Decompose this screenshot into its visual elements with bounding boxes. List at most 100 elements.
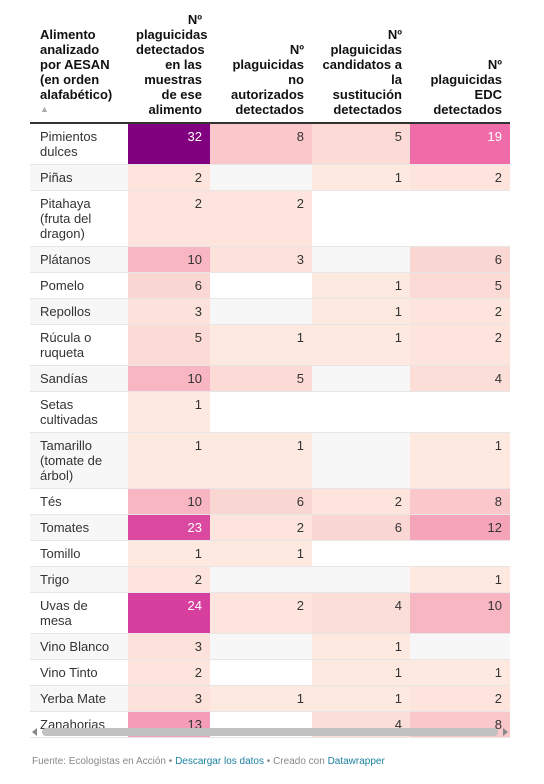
value-cell bbox=[312, 246, 410, 273]
column-header: Nº plaguicidas EDC detectados bbox=[410, 0, 510, 124]
table-row: Tés 10 6 2 8 bbox=[30, 488, 510, 515]
value-cell: 2 bbox=[312, 488, 410, 515]
value-cell: 2 bbox=[210, 514, 312, 541]
row-label: Pomelo bbox=[30, 272, 128, 299]
value-cell bbox=[312, 540, 410, 567]
value-cell bbox=[312, 566, 410, 593]
column-header: Nº plaguicidas no autorizados detectados bbox=[210, 0, 312, 124]
value-cell: 3 bbox=[210, 246, 312, 273]
value-cell: 1 bbox=[312, 298, 410, 325]
value-cell: 5 bbox=[128, 324, 210, 366]
header-text: Alimento analizado por AESAN (en orden a… bbox=[40, 27, 113, 102]
value-cell bbox=[210, 298, 312, 325]
table-container: Alimento analizado por AESAN (en orden a… bbox=[30, 0, 510, 738]
row-label: Repollos bbox=[30, 298, 128, 325]
table-row: Rúcula o ruqueta 5 1 1 2 bbox=[30, 324, 510, 366]
scroll-left[interactable] bbox=[32, 728, 37, 736]
value-cell: 23 bbox=[128, 514, 210, 541]
footer: Fuente: Ecologistas en Acción • Descarga… bbox=[32, 756, 385, 767]
value-cell: 1 bbox=[210, 432, 312, 489]
value-cell bbox=[312, 432, 410, 489]
value-cell: 2 bbox=[410, 164, 510, 191]
value-cell bbox=[210, 633, 312, 660]
separator: • bbox=[266, 756, 271, 767]
value-cell: 1 bbox=[410, 566, 510, 593]
value-cell: 5 bbox=[410, 272, 510, 299]
value-cell: 19 bbox=[410, 123, 510, 165]
value-cell: 2 bbox=[410, 685, 510, 712]
table-row: Plátanos 10 3 6 bbox=[30, 246, 510, 273]
source: Fuente: Ecologistas en Acción bbox=[32, 756, 166, 767]
row-label: Rúcula o ruqueta bbox=[30, 324, 128, 366]
scrollbar[interactable] bbox=[30, 727, 510, 737]
table-row: Tomates 23 2 6 12 bbox=[30, 514, 510, 541]
value-cell bbox=[410, 540, 510, 567]
value-cell: 2 bbox=[128, 659, 210, 686]
value-cell: 2 bbox=[210, 190, 312, 247]
value-cell: 5 bbox=[210, 365, 312, 392]
row-label: Plátanos bbox=[30, 246, 128, 273]
row-label: Sandías bbox=[30, 365, 128, 392]
value-cell: 6 bbox=[410, 246, 510, 273]
value-cell: 8 bbox=[410, 488, 510, 515]
row-label: Tomillo bbox=[30, 540, 128, 567]
value-cell: 2 bbox=[210, 592, 312, 634]
header-box: Nº plaguicidas detectados en las muestra… bbox=[128, 12, 210, 122]
table-row: Yerba Mate 3 1 1 2 bbox=[30, 685, 510, 712]
download-link[interactable]: Descargar los datos bbox=[175, 756, 264, 767]
table-row: Uvas de mesa 24 2 4 10 bbox=[30, 592, 510, 634]
value-cell bbox=[410, 391, 510, 433]
table-row: Piñas 2 1 2 bbox=[30, 164, 510, 191]
value-cell: 1 bbox=[312, 685, 410, 712]
value-cell: 1 bbox=[312, 324, 410, 366]
value-cell: 6 bbox=[210, 488, 312, 515]
header-box: Nº plaguicidas candidatos a la sustituci… bbox=[312, 27, 410, 122]
row-label: Vino Tinto bbox=[30, 659, 128, 686]
row-label: Tamarillo (tomate de árbol) bbox=[30, 432, 128, 489]
row-label: Setas cultivadas bbox=[30, 391, 128, 433]
value-cell: 2 bbox=[128, 190, 210, 247]
tool-link[interactable]: Datawrapper bbox=[327, 756, 385, 767]
value-cell: 1 bbox=[312, 164, 410, 191]
value-cell bbox=[410, 190, 510, 247]
table-row: Sandías 10 5 4 bbox=[30, 365, 510, 392]
value-cell bbox=[210, 391, 312, 433]
separator: • bbox=[168, 756, 173, 767]
header-box: Nº plaguicidas no autorizados detectados bbox=[210, 42, 312, 122]
value-cell: 4 bbox=[410, 365, 510, 392]
row-label: Yerba Mate bbox=[30, 685, 128, 712]
value-cell: 6 bbox=[312, 514, 410, 541]
row-label: Trigo bbox=[30, 566, 128, 593]
row-label: Tomates bbox=[30, 514, 128, 541]
scroll-right[interactable] bbox=[503, 728, 508, 736]
value-cell bbox=[410, 633, 510, 660]
row-label: Tés bbox=[30, 488, 128, 515]
row-label: Pitahaya (fruta del dragon) bbox=[30, 190, 128, 247]
value-cell bbox=[210, 566, 312, 593]
value-cell: 12 bbox=[410, 514, 510, 541]
table-body: Pimientos dulces 32 8 5 19 Piñas 2 1 2 Pitahaya (… bbox=[30, 123, 510, 738]
value-cell: 10 bbox=[128, 488, 210, 515]
value-cell: 2 bbox=[128, 566, 210, 593]
value-cell: 3 bbox=[128, 298, 210, 325]
scroll-thumb[interactable] bbox=[42, 728, 498, 736]
value-cell: 8 bbox=[210, 123, 312, 165]
table-row: Vino Blanco 3 1 bbox=[30, 633, 510, 660]
table-row: Pimientos dulces 32 8 5 19 bbox=[30, 123, 510, 165]
value-cell: 1 bbox=[210, 324, 312, 366]
column-header[interactable]: Alimento analizado por AESAN (en orden a… bbox=[30, 0, 128, 124]
value-cell: 2 bbox=[128, 164, 210, 191]
value-cell bbox=[312, 365, 410, 392]
table: Alimento analizado por AESAN (en orden a… bbox=[30, 0, 510, 738]
value-cell: 2 bbox=[410, 298, 510, 325]
value-cell: 1 bbox=[128, 540, 210, 567]
header-box: Alimento analizado por AESAN (en orden a… bbox=[30, 27, 128, 122]
value-cell bbox=[210, 164, 312, 191]
value-cell: 32 bbox=[128, 123, 210, 165]
value-cell: 2 bbox=[410, 324, 510, 366]
value-cell bbox=[210, 272, 312, 299]
column-header: Nº plaguicidas detectados en las muestra… bbox=[128, 0, 210, 124]
row-label: Piñas bbox=[30, 164, 128, 191]
table-row: Repollos 3 1 2 bbox=[30, 298, 510, 325]
